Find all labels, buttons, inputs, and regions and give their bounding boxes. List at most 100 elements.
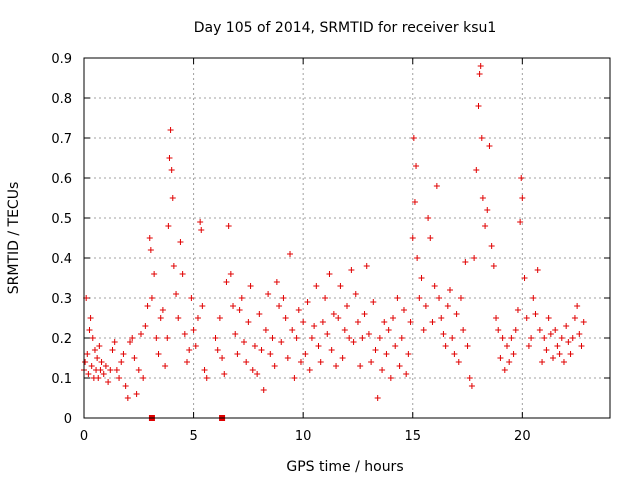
- data-point: [438, 315, 445, 321]
- data-point: [147, 247, 154, 253]
- data-point: [543, 347, 550, 353]
- data-point: [313, 283, 320, 289]
- data-point: [84, 351, 91, 357]
- data-point: [477, 63, 484, 69]
- data-point: [476, 71, 483, 77]
- data-point: [464, 343, 471, 349]
- data-point: [495, 327, 502, 333]
- data-point: [245, 319, 252, 325]
- data-point: [410, 135, 417, 141]
- data-point: [571, 315, 578, 321]
- data-point: [563, 323, 570, 329]
- axis-ticks: 0 0.1 0.2 0.3 0.4 0.5 0.6 0.7 0.8 0.9 0 5 10 15 20: [51, 52, 610, 444]
- data-point: [368, 359, 375, 365]
- data-point: [256, 311, 263, 317]
- data-point: [249, 367, 256, 373]
- y-tick-label: 0: [64, 412, 72, 427]
- data-point: [194, 315, 201, 321]
- y-tick-label: 0.4: [51, 252, 72, 267]
- data-point: [530, 295, 537, 301]
- data-point: [315, 343, 322, 349]
- data-point: [346, 335, 353, 341]
- data-point: [400, 307, 407, 313]
- data-point: [357, 363, 364, 369]
- data-point: [569, 335, 576, 341]
- data-point: [319, 319, 326, 325]
- data-point: [409, 235, 416, 241]
- data-point: [455, 359, 462, 365]
- data-point: [518, 175, 525, 181]
- data-point: [512, 327, 519, 333]
- data-point: [350, 339, 357, 345]
- data-point: [405, 351, 412, 357]
- data-point: [124, 395, 131, 401]
- chart-title: Day 105 of 2014, SRMTID for receiver ksu…: [194, 20, 497, 36]
- data-point: [162, 363, 169, 369]
- data-point: [184, 359, 191, 365]
- data-point: [304, 299, 311, 305]
- data-point: [396, 363, 403, 369]
- data-point: [567, 351, 574, 357]
- data-point: [387, 375, 394, 381]
- data-point: [427, 235, 434, 241]
- data-point: [148, 295, 155, 301]
- data-point: [116, 375, 123, 381]
- data-point: [155, 351, 162, 357]
- data-point: [109, 347, 116, 353]
- data-point: [475, 103, 482, 109]
- data-point: [203, 375, 210, 381]
- data-point: [436, 295, 443, 301]
- data-point: [212, 335, 219, 341]
- data-point: [414, 255, 421, 261]
- data-point: [541, 335, 548, 341]
- data-point: [420, 327, 427, 333]
- data-point: [333, 363, 340, 369]
- y-tick-label: 0.7: [51, 132, 72, 147]
- data-point: [510, 351, 517, 357]
- data-point: [381, 319, 388, 325]
- data-point: [113, 367, 120, 373]
- data-point: [88, 363, 95, 369]
- data-point: [284, 355, 291, 361]
- x-axis-label: GPS time / hours: [286, 459, 403, 475]
- data-point: [300, 319, 307, 325]
- data-point: [558, 335, 565, 341]
- data-point: [490, 263, 497, 269]
- data-point: [370, 299, 377, 305]
- y-axis-label: SRMTID / TECUs: [6, 182, 22, 295]
- data-point: [260, 387, 267, 393]
- data-point: [308, 335, 315, 341]
- data-point: [383, 351, 390, 357]
- data-point: [190, 327, 197, 333]
- y-tick-label: 0.2: [51, 332, 72, 347]
- data-point: [198, 227, 205, 233]
- data-point: [528, 335, 535, 341]
- data-point: [100, 371, 107, 377]
- data-point: [451, 351, 458, 357]
- data-point: [574, 303, 581, 309]
- data-point: [317, 359, 324, 365]
- data-point: [411, 199, 418, 205]
- data-point: [363, 263, 370, 269]
- data-point: [153, 335, 160, 341]
- data-point: [201, 367, 208, 373]
- x-tick-label: 15: [404, 429, 421, 444]
- data-point: [460, 327, 467, 333]
- data-point: [532, 311, 539, 317]
- data-point: [293, 335, 300, 341]
- data-point: [431, 283, 438, 289]
- data-point: [335, 315, 342, 321]
- data-point: [517, 219, 524, 225]
- data-point: [354, 319, 361, 325]
- data-point: [107, 367, 114, 373]
- data-point: [221, 371, 228, 377]
- data-point: [479, 195, 486, 201]
- data-point: [144, 303, 151, 309]
- data-point: [444, 303, 451, 309]
- data-point: [89, 335, 96, 341]
- data-point: [219, 355, 226, 361]
- data-point: [95, 375, 102, 381]
- data-point: [449, 335, 456, 341]
- data-point: [165, 223, 172, 229]
- data-point: [142, 323, 149, 329]
